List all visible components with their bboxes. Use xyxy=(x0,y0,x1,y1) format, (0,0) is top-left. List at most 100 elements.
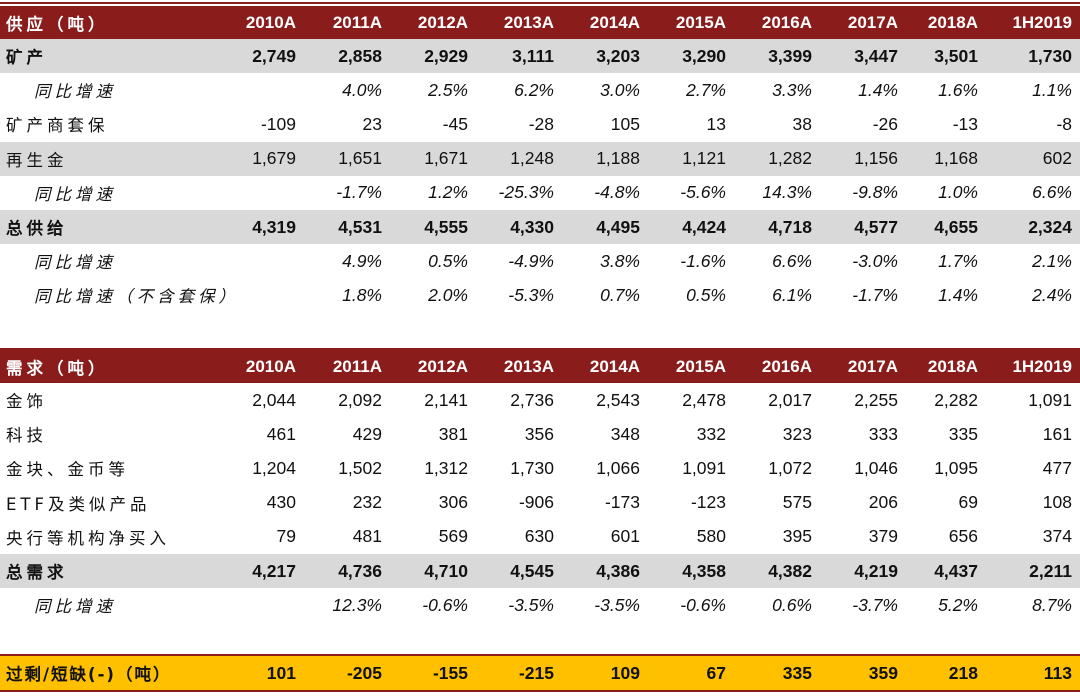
table-cell: -109 xyxy=(260,113,296,134)
table-cell: 1,312 xyxy=(424,457,468,478)
balance-cell: 109 xyxy=(610,662,640,683)
year-header: 2010A xyxy=(245,12,296,32)
table-cell: 4,382 xyxy=(768,560,812,581)
table-cell: 2,017 xyxy=(768,389,812,410)
row-label: ETF及类似产品 xyxy=(6,494,151,514)
table-cell: 1.4% xyxy=(858,79,898,100)
table-cell: -173 xyxy=(604,492,640,513)
table-cell: 1,091 xyxy=(682,457,726,478)
balance-row: 过剩/短缺(-)（吨） 101 -205 -155 -215 109 67 33… xyxy=(0,656,1080,690)
table-row: 同比增速（不含套保） 1.8% 2.0% -5.3% 0.7% 0.5% 6.1% -1.7%… xyxy=(0,278,1080,312)
row-label: 金块、金币等 xyxy=(6,460,129,480)
balance-cell: 101 xyxy=(266,662,296,683)
table-cell: 1.4% xyxy=(938,284,978,305)
balance-cell: 218 xyxy=(948,662,978,683)
table-cell: 1.7% xyxy=(938,250,978,271)
table-cell: -5.3% xyxy=(508,284,554,305)
table-cell: 2,749 xyxy=(252,45,296,66)
table-row: 金饰 2,044 2,092 2,141 2,736 2,543 2,478 2,017 2,2… xyxy=(0,383,1080,417)
table-cell: 6.6% xyxy=(772,250,812,271)
table-cell: 333 xyxy=(868,423,898,444)
table-cell: 4,555 xyxy=(424,216,468,237)
table-cell: 232 xyxy=(352,492,382,513)
table-cell: 3,447 xyxy=(854,45,898,66)
table-cell: 3.8% xyxy=(600,250,640,271)
table-cell: 2,282 xyxy=(934,389,978,410)
table-cell: 105 xyxy=(610,113,640,134)
table-row: 矿产 2,749 2,858 2,929 3,111 3,203 3,290 3,399 3,4… xyxy=(0,39,1080,73)
balance-cell: -155 xyxy=(432,662,468,683)
row-label: 金饰 xyxy=(6,392,47,411)
row-label: 同比增速 xyxy=(34,82,116,102)
balance-cell: 113 xyxy=(1043,662,1072,683)
table-cell: 2,211 xyxy=(1029,560,1072,581)
year-header: 2011A xyxy=(332,12,382,32)
table-cell: 4,577 xyxy=(854,216,898,237)
table-cell: 161 xyxy=(1042,423,1072,444)
table-cell: 3.3% xyxy=(772,79,812,100)
table-row: ETF及类似产品 430 232 306 -906 -173 -123 575 206 69 108 xyxy=(0,486,1080,520)
table-cell: 4,710 xyxy=(424,560,468,581)
table-cell: 2.1% xyxy=(1032,250,1072,271)
table-cell: -0.6% xyxy=(680,594,726,615)
table-cell: 2,092 xyxy=(338,389,382,410)
table-row: 总需求 4,217 4,736 4,710 4,545 4,386 4,358 4,382 4,… xyxy=(0,554,1080,588)
table-cell: -3.5% xyxy=(508,594,554,615)
year-header: 2018A xyxy=(927,12,978,32)
table-cell: 4,358 xyxy=(682,560,726,581)
table-cell: 206 xyxy=(868,492,898,513)
table-cell: 461 xyxy=(266,423,296,444)
table-cell: 6.1% xyxy=(772,284,812,305)
row-label: 总供给 xyxy=(6,219,68,238)
table-cell: 4,319 xyxy=(252,216,296,237)
table-cell: 4,219 xyxy=(854,560,898,581)
table-row: 同比增速 -1.7% 1.2% -25.3% -4.8% -5.6% 14.3% -9.8% 1… xyxy=(0,176,1080,210)
table-cell: 2,141 xyxy=(424,389,468,410)
year-header: 2011A xyxy=(332,356,382,376)
table-cell: 1.1% xyxy=(1032,79,1072,100)
table-cell: 4,330 xyxy=(510,216,554,237)
table-cell: -9.8% xyxy=(852,182,898,203)
table-cell: 4.0% xyxy=(342,79,382,100)
year-header: 2018A xyxy=(927,356,978,376)
table-cell: 630 xyxy=(524,526,554,547)
table-cell: 4,217 xyxy=(252,560,296,581)
balance-cell: 359 xyxy=(868,662,898,683)
table-cell: 395 xyxy=(782,526,812,547)
table-row: 总供给 4,319 4,531 4,555 4,330 4,495 4,424 4,718 4,… xyxy=(0,210,1080,244)
table-cell: 374 xyxy=(1042,526,1072,547)
table-cell: 381 xyxy=(438,423,468,444)
table-cell: 2.5% xyxy=(428,79,468,100)
table-cell: 1,091 xyxy=(1028,389,1072,410)
year-header: 2013A xyxy=(503,356,554,376)
year-header: 2017A xyxy=(847,12,898,32)
table-cell: 23 xyxy=(362,113,382,134)
table-cell: -25.3% xyxy=(498,182,554,203)
table-cell: 5.2% xyxy=(938,594,978,615)
table-cell: 1,651 xyxy=(338,148,382,169)
table-cell: 1,730 xyxy=(1028,45,1072,66)
table-cell: 4,545 xyxy=(510,560,554,581)
balance-cell: 335 xyxy=(782,662,812,683)
year-header: 1H2019 xyxy=(1012,12,1072,32)
table-row: 央行等机构净买入 79 481 569 630 601 580 395 379 656 374 xyxy=(0,520,1080,554)
row-label: 央行等机构净买入 xyxy=(6,528,170,548)
table-cell: 477 xyxy=(1042,457,1072,478)
supply-header-row: 供应（吨） 2010A 2011A 2012A 2013A 2014A 2015… xyxy=(0,6,1080,39)
table-row: 矿产商套保 -109 23 -45 -28 105 13 38 -26 -13 -8 xyxy=(0,107,1080,141)
table-cell: -1.7% xyxy=(336,182,382,203)
table-cell: 1,671 xyxy=(424,148,468,169)
table-row: 再生金 1,679 1,651 1,671 1,248 1,188 1,121 1,282 1,… xyxy=(0,141,1080,176)
table-cell: 38 xyxy=(792,113,812,134)
table-cell: 4,437 xyxy=(934,560,978,581)
table-cell: 3,399 xyxy=(768,45,812,66)
table-cell: -3.7% xyxy=(852,594,898,615)
table-cell: -26 xyxy=(872,113,898,134)
table-cell: 429 xyxy=(352,423,382,444)
row-label: 总需求 xyxy=(6,563,68,582)
table-cell: 69 xyxy=(958,492,978,513)
table-cell: 575 xyxy=(782,492,812,513)
balance-cell: 67 xyxy=(706,662,726,683)
table-cell: -1.6% xyxy=(680,250,726,271)
table-cell: 4,424 xyxy=(682,216,726,237)
